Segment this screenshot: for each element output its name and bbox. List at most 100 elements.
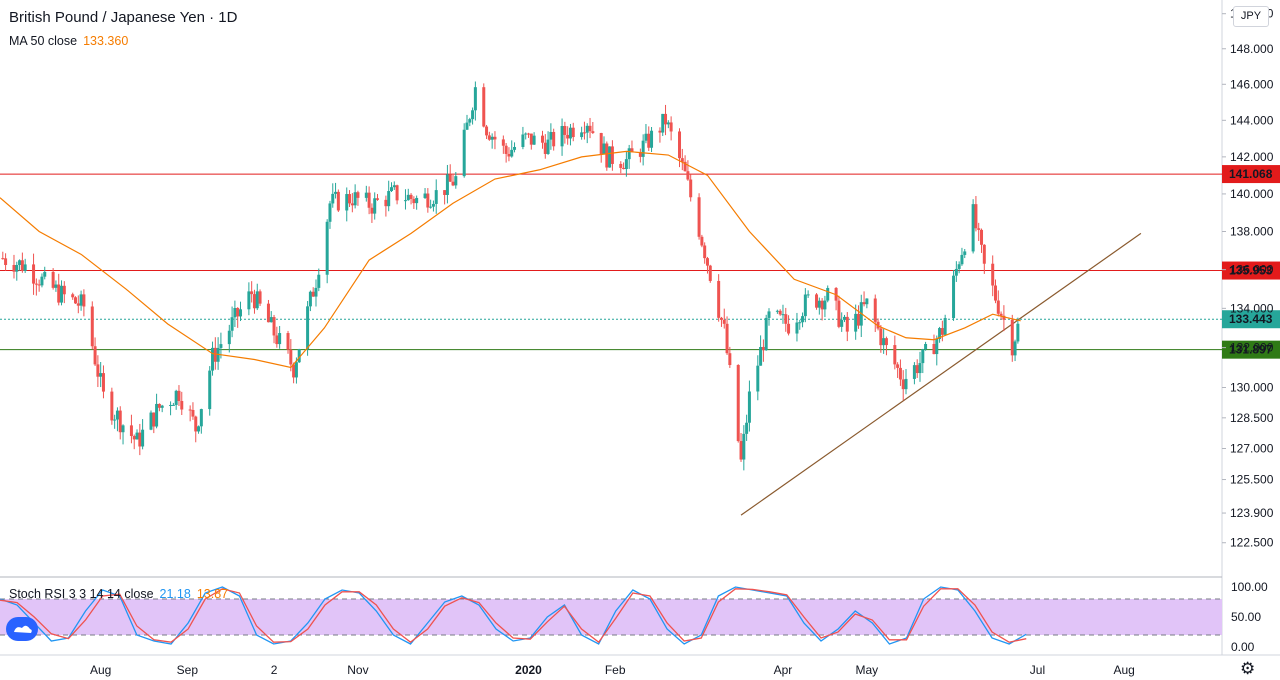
candle-body: [462, 129, 466, 177]
candle-body: [566, 134, 570, 139]
candle-body: [177, 390, 181, 401]
price-tick-label: 127.000: [1230, 441, 1274, 455]
candle-body: [977, 228, 981, 230]
candle-body: [113, 419, 117, 421]
candle-body: [454, 176, 458, 186]
rsi-tick-label: 0.00: [1231, 640, 1255, 654]
candle-body: [918, 363, 922, 374]
candle-body: [742, 433, 746, 460]
price-tick-label: 140.000: [1230, 187, 1274, 201]
candle-body: [208, 370, 212, 410]
candle-body: [756, 365, 760, 392]
candle-body: [722, 319, 726, 324]
candle-body: [960, 254, 964, 265]
stoch-rsi-k-value: 21.18: [159, 587, 191, 601]
time-tick-label: Feb: [605, 663, 626, 677]
candle-body: [32, 264, 36, 284]
candle-body: [957, 264, 961, 269]
price-tick-label: 128.500: [1230, 411, 1274, 425]
candle-body: [387, 191, 391, 207]
candle-body: [622, 167, 626, 170]
candle-body: [619, 163, 623, 168]
price-tick-label: 136.000: [1230, 263, 1274, 277]
candle-body: [658, 130, 662, 133]
rsi-band-fill: [0, 599, 1222, 635]
time-tick-label: Jul: [1030, 663, 1045, 677]
currency-badge[interactable]: JPY: [1233, 6, 1269, 27]
candle-body: [471, 110, 475, 120]
trendline-segment[interactable]: [740, 232, 1142, 516]
candle-body: [451, 181, 455, 186]
candle-body: [991, 263, 995, 286]
candle-body: [563, 126, 567, 135]
candle-body: [865, 298, 869, 305]
candle-body: [527, 133, 531, 135]
candle-body: [638, 152, 642, 157]
candle-body: [197, 426, 201, 432]
candle-body: [823, 300, 827, 310]
trendline[interactable]: [740, 232, 1142, 516]
candle-body: [521, 134, 525, 147]
candle-body: [582, 132, 586, 134]
candle-body: [739, 441, 743, 460]
tradingview-logo-icon[interactable]: [6, 617, 38, 641]
candle-body: [602, 143, 606, 155]
candle-body: [971, 204, 975, 252]
candle-body: [275, 335, 279, 345]
candle-body: [219, 344, 223, 348]
candle-body: [717, 280, 721, 318]
candle-body: [345, 194, 349, 211]
candle-body: [647, 133, 651, 148]
candle-body: [331, 193, 335, 204]
price-tick-label: 142.000: [1230, 150, 1274, 164]
candle-body: [157, 403, 161, 408]
settings-gear-icon[interactable]: ⚙: [1240, 659, 1256, 678]
candle-body: [79, 294, 83, 306]
candle-body: [761, 346, 765, 351]
candle-body: [820, 300, 824, 310]
candle-body: [1002, 315, 1006, 320]
candle-body: [803, 294, 807, 317]
candle-body: [15, 264, 19, 272]
candle-body: [912, 365, 916, 379]
candle-body: [680, 158, 684, 162]
candle-body: [507, 153, 511, 157]
candle-body: [392, 185, 396, 188]
candle-body: [294, 362, 298, 378]
candle-body: [996, 300, 1000, 314]
candle-body: [705, 258, 709, 266]
candle-body: [999, 313, 1003, 316]
candle-body: [236, 308, 240, 317]
candle-body: [661, 113, 665, 133]
candle-body: [708, 265, 712, 281]
candle-body: [308, 291, 312, 307]
ma-legend[interactable]: MA 50 close 133.360: [9, 34, 128, 48]
horizontal-levels: 141.068 135.953 133.443 131.897: [0, 165, 1280, 359]
candle-body: [588, 125, 592, 132]
candle-body: [60, 285, 64, 303]
candle-body: [686, 171, 690, 180]
candle-body: [350, 203, 354, 206]
stoch-rsi-label: Stoch RSI 3 3 14 14 close: [9, 587, 154, 601]
candle-body: [152, 412, 156, 427]
candle-body: [778, 310, 782, 315]
candle-body: [269, 317, 273, 323]
candle-body: [664, 113, 668, 125]
candle-body: [529, 133, 533, 145]
candle-body: [901, 379, 905, 390]
candle-body: [697, 197, 701, 237]
candle-body: [980, 229, 984, 245]
candle-body: [963, 251, 967, 255]
candle-body: [896, 364, 900, 368]
time-tick-label: Apr: [774, 663, 793, 677]
candle-body: [376, 198, 380, 200]
candle-body: [943, 318, 947, 335]
candle-body: [540, 135, 544, 143]
price-level-label: 131.897: [1229, 343, 1273, 357]
candle-body: [608, 146, 612, 168]
stoch-rsi-legend[interactable]: Stoch RSI 3 3 14 14 close 21.18 13.87: [9, 587, 228, 601]
candle-body: [211, 347, 215, 371]
candle-body: [445, 174, 449, 195]
candle-body: [842, 316, 846, 320]
